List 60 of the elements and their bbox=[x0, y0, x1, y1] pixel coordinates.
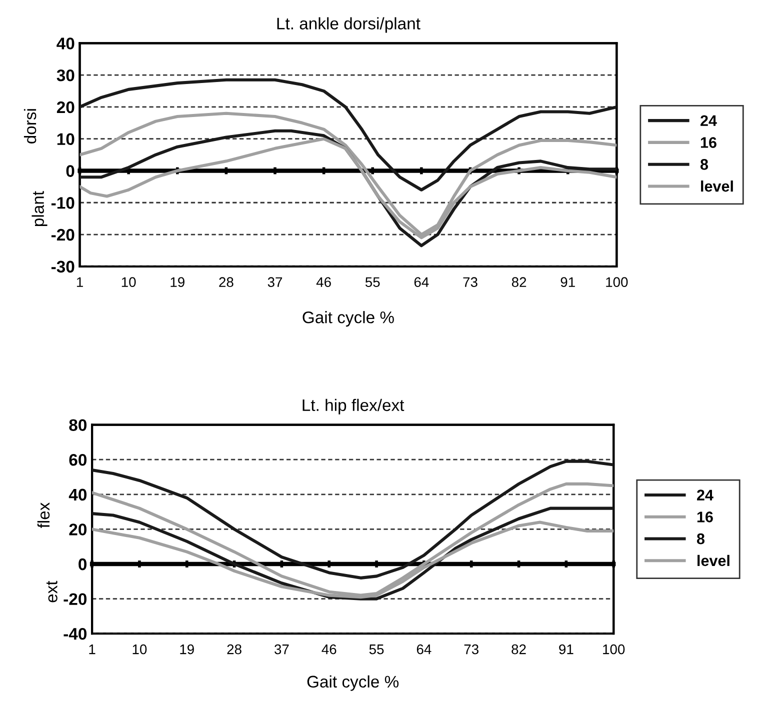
line-series bbox=[92, 460, 614, 580]
x-tick-label: 46 bbox=[322, 644, 336, 654]
x-tick-label: 55 bbox=[369, 644, 384, 654]
y-tick-label: 40 bbox=[68, 488, 86, 501]
line-series bbox=[80, 78, 617, 192]
y-axis-title: dorsi bbox=[24, 109, 36, 144]
line-series bbox=[80, 112, 617, 236]
line-series bbox=[92, 506, 614, 600]
x-axis-title: Gait cycle % bbox=[302, 311, 394, 327]
y-tick-label: 0 bbox=[66, 165, 74, 177]
legend-label: 16 bbox=[697, 512, 713, 522]
y-tick-label: -30 bbox=[51, 260, 74, 273]
legend-label: 24 bbox=[697, 490, 714, 500]
chart-title: Lt. hip flex/ext bbox=[302, 398, 404, 414]
y-tick-label: 40 bbox=[56, 38, 74, 50]
x-tick-label: 19 bbox=[180, 644, 194, 654]
text: plant bbox=[32, 191, 48, 226]
x-tick-label: 10 bbox=[132, 644, 147, 654]
x-tick-label: 73 bbox=[463, 277, 478, 288]
y-tick-label: -20 bbox=[64, 593, 86, 606]
x-tick-label: 55 bbox=[365, 277, 380, 288]
legend-label: 8 bbox=[696, 533, 704, 544]
x-tick-label: 82 bbox=[512, 277, 526, 288]
y-tick-label: 20 bbox=[69, 524, 86, 536]
legend-label: level bbox=[701, 180, 733, 192]
x-tick-label: 1 bbox=[89, 644, 96, 654]
x-tick-label: 1 bbox=[76, 277, 83, 287]
x-tick-label: 28 bbox=[227, 644, 242, 654]
x-tick-label: 73 bbox=[464, 644, 478, 654]
x-tick-label: 19 bbox=[170, 277, 184, 288]
y-tick-label: -40 bbox=[64, 628, 86, 640]
x-tick-label: 10 bbox=[122, 277, 136, 288]
x-axis-title: Gait cycle % bbox=[307, 675, 399, 691]
y-tick-label: 0 bbox=[78, 558, 86, 570]
legend-label: 8 bbox=[700, 159, 708, 170]
y-tick-label: 30 bbox=[56, 69, 74, 82]
y-axis-title: flex bbox=[37, 502, 50, 528]
y-tick-label: 80 bbox=[69, 419, 86, 432]
x-tick-label: 46 bbox=[316, 277, 331, 288]
text: ext bbox=[46, 580, 58, 602]
y-tick-label: 60 bbox=[69, 454, 86, 466]
y-tick-label: 20 bbox=[56, 101, 74, 114]
x-tick-label: 64 bbox=[416, 644, 432, 654]
x-tick-label: 91 bbox=[559, 644, 574, 654]
x-tick-label: 100 bbox=[606, 277, 628, 288]
legend-label: 16 bbox=[700, 137, 716, 148]
legend-label: level bbox=[698, 554, 730, 566]
legend-label: 24 bbox=[700, 115, 717, 126]
x-tick-label: 37 bbox=[268, 277, 282, 288]
line-series bbox=[92, 482, 614, 597]
x-tick-label: 100 bbox=[603, 644, 625, 654]
x-tick-label: 82 bbox=[512, 644, 526, 654]
x-tick-label: 28 bbox=[219, 277, 234, 288]
x-tick-label: 64 bbox=[414, 277, 429, 288]
x-tick-label: 37 bbox=[274, 644, 289, 654]
y-tick-label: 10 bbox=[57, 133, 74, 146]
y-tick-label: -10 bbox=[51, 197, 74, 209]
x-tick-label: 91 bbox=[560, 277, 575, 288]
y-tick-label: -20 bbox=[51, 228, 74, 241]
chart-title: Lt. ankle dorsi/plant bbox=[277, 17, 420, 33]
